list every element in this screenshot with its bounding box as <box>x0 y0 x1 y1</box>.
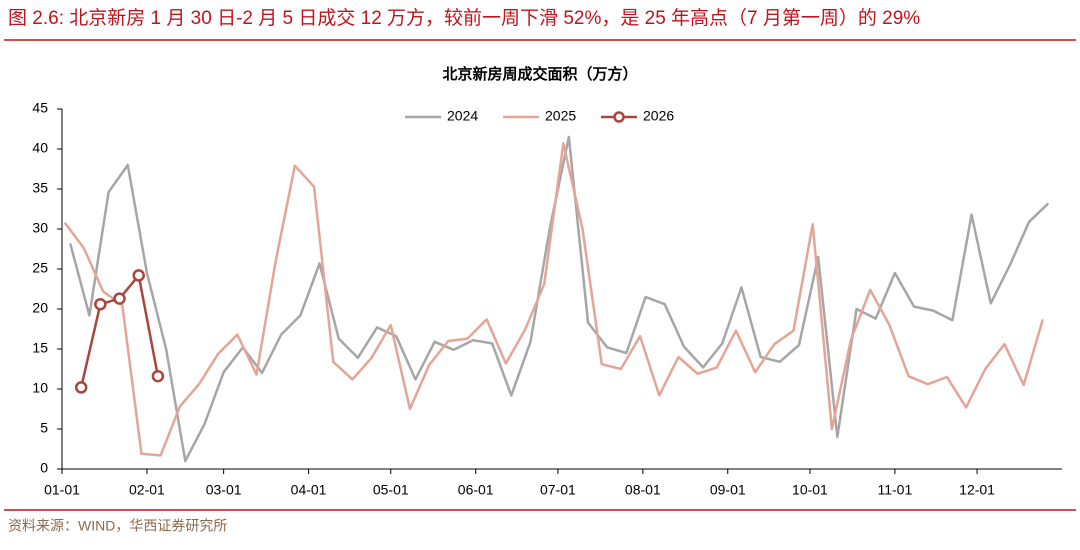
y-tick-label: 15 <box>32 340 48 356</box>
series-marker <box>113 292 126 305</box>
legend-label: 2026 <box>643 108 674 124</box>
x-tick-label: 05-01 <box>373 482 409 498</box>
x-tick-label: 04-01 <box>291 482 327 498</box>
figure-caption: 图 2.6: 北京新房 1 月 30 日-2 月 5 日成交 12 万方，较前一… <box>8 7 920 29</box>
x-tick-label: 02-01 <box>129 482 165 498</box>
legend-marker <box>613 111 625 123</box>
x-tick-label: 10-01 <box>792 482 828 498</box>
y-tick-label: 0 <box>40 460 48 476</box>
y-tick-label: 10 <box>32 380 48 396</box>
x-tick-label: 09-01 <box>710 482 746 498</box>
y-tick-label: 20 <box>32 300 48 316</box>
chart-title: 北京新房周成交面积（万方） <box>442 65 637 83</box>
series-marker <box>132 269 145 282</box>
series-marker <box>74 381 88 394</box>
source-note: 资料来源：WIND，华西证券研究所 <box>8 518 227 534</box>
x-tick-label: 03-01 <box>206 482 242 498</box>
x-tick-label: 06-01 <box>458 482 494 498</box>
legend-label: 2024 <box>447 108 478 124</box>
y-tick-label: 40 <box>32 140 48 156</box>
x-tick-label: 11-01 <box>877 482 912 498</box>
series-line <box>69 135 1050 463</box>
legend-label: 2025 <box>545 108 576 124</box>
x-tick-label: 01-01 <box>44 482 80 498</box>
x-tick-label: 08-01 <box>625 482 661 498</box>
y-tick-label: 35 <box>32 180 48 196</box>
x-tick-label: 07-01 <box>540 482 576 498</box>
x-tick-label: 12-01 <box>959 482 995 498</box>
series-marker <box>151 369 165 383</box>
y-tick-label: 30 <box>32 220 48 236</box>
y-tick-label: 5 <box>40 420 48 436</box>
series-line <box>63 142 1045 457</box>
series-marker <box>94 297 107 311</box>
y-tick-label: 25 <box>32 260 48 276</box>
y-tick-label: 45 <box>32 100 48 116</box>
